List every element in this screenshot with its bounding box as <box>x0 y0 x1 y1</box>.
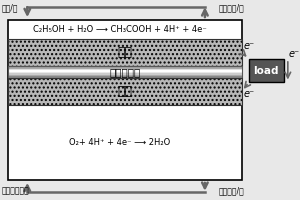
Text: 质子交换膜: 质子交换膜 <box>109 67 140 77</box>
Text: e⁻: e⁻ <box>244 89 255 99</box>
Text: 乙醇/水: 乙醇/水 <box>2 3 19 12</box>
Bar <box>249 59 284 82</box>
Text: load: load <box>254 66 279 76</box>
Text: 过量氧气/水: 过量氧气/水 <box>219 186 244 195</box>
Bar <box>8 78 242 105</box>
Bar <box>8 39 242 66</box>
Text: e⁻: e⁻ <box>244 41 255 51</box>
Bar <box>8 20 242 180</box>
Bar <box>8 78 242 105</box>
Text: O₂+ 4H⁺ + 4e⁻ ⟶ 2H₂O: O₂+ 4H⁺ + 4e⁻ ⟶ 2H₂O <box>69 138 171 147</box>
Text: 阳极: 阳极 <box>117 46 132 59</box>
Text: 过量乙醇/水: 过量乙醇/水 <box>219 3 244 12</box>
Text: C₂H₅OH + H₂O ⟶ CH₃COOH + 4H⁺ + 4e⁻: C₂H₅OH + H₂O ⟶ CH₃COOH + 4H⁺ + 4e⁻ <box>33 25 207 34</box>
Text: （来自空气）: （来自空气） <box>2 186 30 195</box>
Bar <box>8 76 242 78</box>
Bar <box>8 39 242 66</box>
Bar <box>8 72 242 73</box>
Bar <box>8 66 242 67</box>
Bar <box>8 73 242 75</box>
Bar <box>8 70 242 72</box>
Text: 阴极: 阴极 <box>117 85 132 98</box>
Bar <box>8 75 242 76</box>
Bar <box>8 69 242 70</box>
Bar <box>8 66 242 78</box>
Bar <box>8 67 242 69</box>
Text: e⁻: e⁻ <box>289 49 300 59</box>
